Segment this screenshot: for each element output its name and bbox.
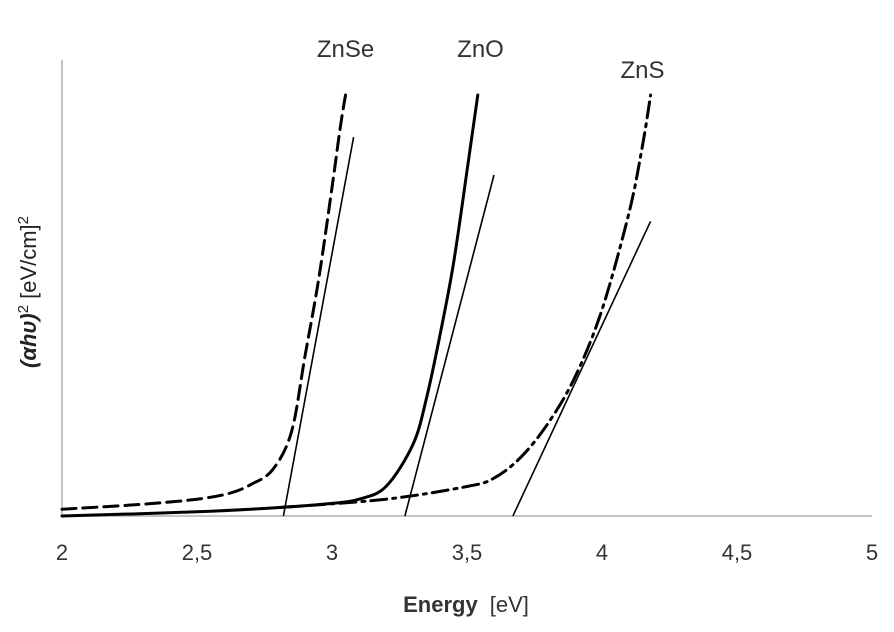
- x-tick-label: 4: [596, 540, 608, 565]
- series-lines: [60, 93, 653, 518]
- series-label-zno: ZnO: [457, 36, 504, 63]
- x-tick-labels: 2 2,5 3 3,5 4 4,5 5: [56, 540, 878, 565]
- tangent-line-zno: [404, 174, 495, 517]
- x-tick-label: 4,5: [722, 540, 753, 565]
- series-line-zno: [60, 93, 480, 518]
- y-axis-label-unit-sup: 2: [15, 216, 32, 224]
- x-axis-label-main: Energy: [403, 592, 478, 617]
- x-tick-label: 2: [56, 540, 68, 565]
- tangent-line-zns: [512, 220, 652, 517]
- x-tick-label: 3: [326, 540, 338, 565]
- series-line-zns: [276, 93, 653, 510]
- x-tick-label: 5: [866, 540, 878, 565]
- x-axis-label-unit: [eV]: [490, 592, 529, 617]
- series-label-zns: ZnS: [620, 57, 664, 84]
- x-axis-label: Energy [eV]: [403, 592, 529, 617]
- x-tick-label: 3,5: [452, 540, 483, 565]
- tangent-line-znse: [282, 136, 355, 517]
- series-labels: ZnSe ZnO ZnS: [317, 36, 665, 84]
- x-tick-label: 2,5: [182, 540, 213, 565]
- series-label-znse: ZnSe: [317, 36, 374, 63]
- tangent-lines: [282, 136, 652, 517]
- series-line-znse: [60, 93, 347, 511]
- y-axis-label-unit: [eV/cm]: [16, 224, 41, 299]
- y-axis-label: (αhυ)2[eV/cm]2: [15, 216, 41, 368]
- y-axis-label-sup: 2: [15, 305, 32, 313]
- y-axis-label-main: (αhυ): [16, 313, 41, 368]
